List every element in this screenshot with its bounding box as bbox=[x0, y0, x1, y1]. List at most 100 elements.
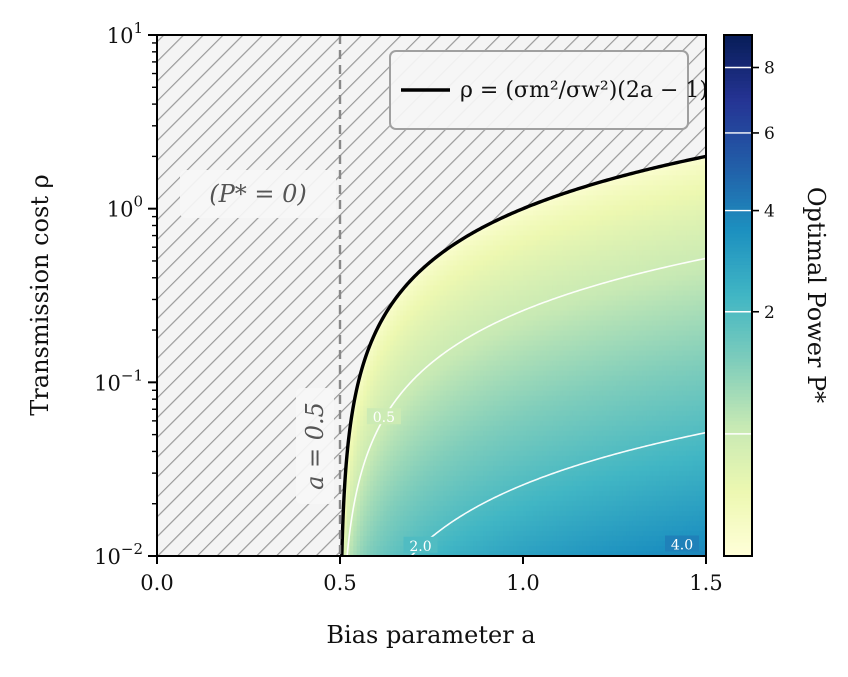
heatmap-cell bbox=[359, 405, 364, 412]
heatmap-cell bbox=[489, 315, 494, 322]
heatmap-cell bbox=[446, 265, 451, 272]
heatmap-cell bbox=[469, 255, 474, 262]
heatmap-cell bbox=[532, 475, 537, 482]
heatmap-cell bbox=[456, 350, 461, 357]
heatmap-cell bbox=[516, 535, 521, 542]
heatmap-cell bbox=[592, 215, 597, 221]
heatmap-cell bbox=[582, 250, 587, 257]
heatmap-cell bbox=[596, 365, 601, 372]
heatmap-cell bbox=[429, 340, 434, 347]
heatmap-cell bbox=[513, 430, 517, 437]
heatmap-cell bbox=[542, 525, 547, 532]
heatmap-cell bbox=[503, 495, 507, 502]
heatmap-cell bbox=[393, 440, 398, 447]
heatmap-cell bbox=[393, 520, 398, 527]
heatmap-cell bbox=[473, 405, 478, 412]
heatmap-cell bbox=[373, 380, 378, 387]
heatmap-cell bbox=[449, 260, 454, 267]
heatmap-cell bbox=[523, 285, 527, 292]
heatmap-cell bbox=[576, 215, 581, 221]
heatmap-cell bbox=[383, 365, 388, 372]
heatmap-cell bbox=[586, 510, 591, 517]
heatmap-cell bbox=[519, 535, 524, 542]
heatmap-cell bbox=[463, 535, 468, 542]
heatmap-cell bbox=[386, 525, 391, 532]
heatmap-cell bbox=[423, 410, 428, 417]
heatmap-cell bbox=[393, 310, 398, 317]
heatmap-cell bbox=[423, 395, 428, 402]
heatmap-cell bbox=[523, 475, 527, 482]
heatmap-cell bbox=[496, 340, 501, 347]
heatmap-cell bbox=[592, 255, 597, 262]
heatmap-cell bbox=[503, 445, 507, 452]
heatmap-cell bbox=[579, 465, 584, 472]
heatmap-cell bbox=[449, 305, 454, 312]
heatmap-cell bbox=[423, 330, 428, 337]
heatmap-cell bbox=[389, 425, 394, 432]
heatmap-cell bbox=[393, 380, 398, 387]
heatmap-cell bbox=[552, 260, 557, 267]
heatmap-cell bbox=[596, 325, 601, 332]
heatmap-cell bbox=[546, 380, 551, 387]
heatmap-cell bbox=[443, 480, 448, 487]
heatmap-cell bbox=[479, 435, 484, 442]
heatmap-cell bbox=[469, 370, 474, 377]
heatmap-cell bbox=[413, 425, 418, 432]
heatmap-cell bbox=[589, 390, 594, 397]
heatmap-cell bbox=[572, 530, 577, 537]
heatmap-cell bbox=[539, 220, 544, 226]
heatmap-cell bbox=[562, 495, 567, 502]
heatmap-cell bbox=[509, 520, 514, 527]
heatmap-cell bbox=[586, 410, 591, 417]
heatmap-cell bbox=[536, 380, 541, 387]
heatmap-cell bbox=[486, 230, 491, 236]
heatmap-cell bbox=[516, 350, 521, 357]
heatmap-cell bbox=[582, 395, 587, 402]
heatmap-cell bbox=[562, 390, 567, 397]
heatmap-cell bbox=[526, 490, 531, 497]
heatmap-cell bbox=[562, 270, 567, 277]
heatmap-cell bbox=[523, 295, 527, 302]
heatmap-cell bbox=[416, 410, 421, 417]
heatmap-cell bbox=[479, 470, 484, 477]
heatmap-cell bbox=[483, 255, 487, 262]
heatmap-cell bbox=[486, 465, 491, 472]
heatmap-cell bbox=[572, 380, 577, 387]
heatmap-cell bbox=[546, 350, 551, 357]
heatmap-cell bbox=[509, 470, 514, 477]
heatmap-cell bbox=[572, 410, 577, 417]
heatmap-cell bbox=[566, 350, 571, 357]
heatmap-cell bbox=[416, 375, 421, 382]
heatmap-cell bbox=[556, 445, 561, 452]
heatmap-cell bbox=[459, 500, 464, 507]
heatmap-cell bbox=[436, 445, 441, 452]
heatmap-cell bbox=[589, 400, 594, 407]
heatmap-cell bbox=[429, 490, 434, 497]
heatmap-cell bbox=[572, 440, 577, 447]
heatmap-cell bbox=[383, 430, 388, 437]
heatmap-cell bbox=[443, 250, 448, 257]
heatmap-cell bbox=[493, 355, 497, 362]
heatmap-cell bbox=[542, 220, 547, 226]
heatmap-cell bbox=[496, 475, 501, 482]
heatmap-cell bbox=[473, 375, 478, 382]
heatmap-cell bbox=[373, 460, 378, 467]
heatmap-cell bbox=[582, 390, 587, 397]
heatmap-cell bbox=[569, 205, 574, 211]
heatmap-cell bbox=[576, 530, 581, 537]
heatmap-cell bbox=[542, 465, 547, 472]
heatmap-cell bbox=[516, 220, 521, 226]
heatmap-cell bbox=[586, 270, 591, 277]
heatmap-cell bbox=[486, 415, 491, 422]
heatmap-cell bbox=[562, 260, 567, 267]
heatmap-cell bbox=[572, 250, 577, 257]
heatmap-cell bbox=[406, 440, 411, 447]
heatmap-cell bbox=[542, 280, 547, 287]
heatmap-cell bbox=[513, 390, 517, 397]
heatmap-cell bbox=[506, 360, 511, 367]
heatmap-cell bbox=[519, 320, 524, 327]
heatmap-cell bbox=[363, 520, 368, 527]
heatmap-cell bbox=[463, 455, 468, 462]
heatmap-cell bbox=[369, 445, 374, 452]
heatmap-cell bbox=[589, 235, 594, 241]
